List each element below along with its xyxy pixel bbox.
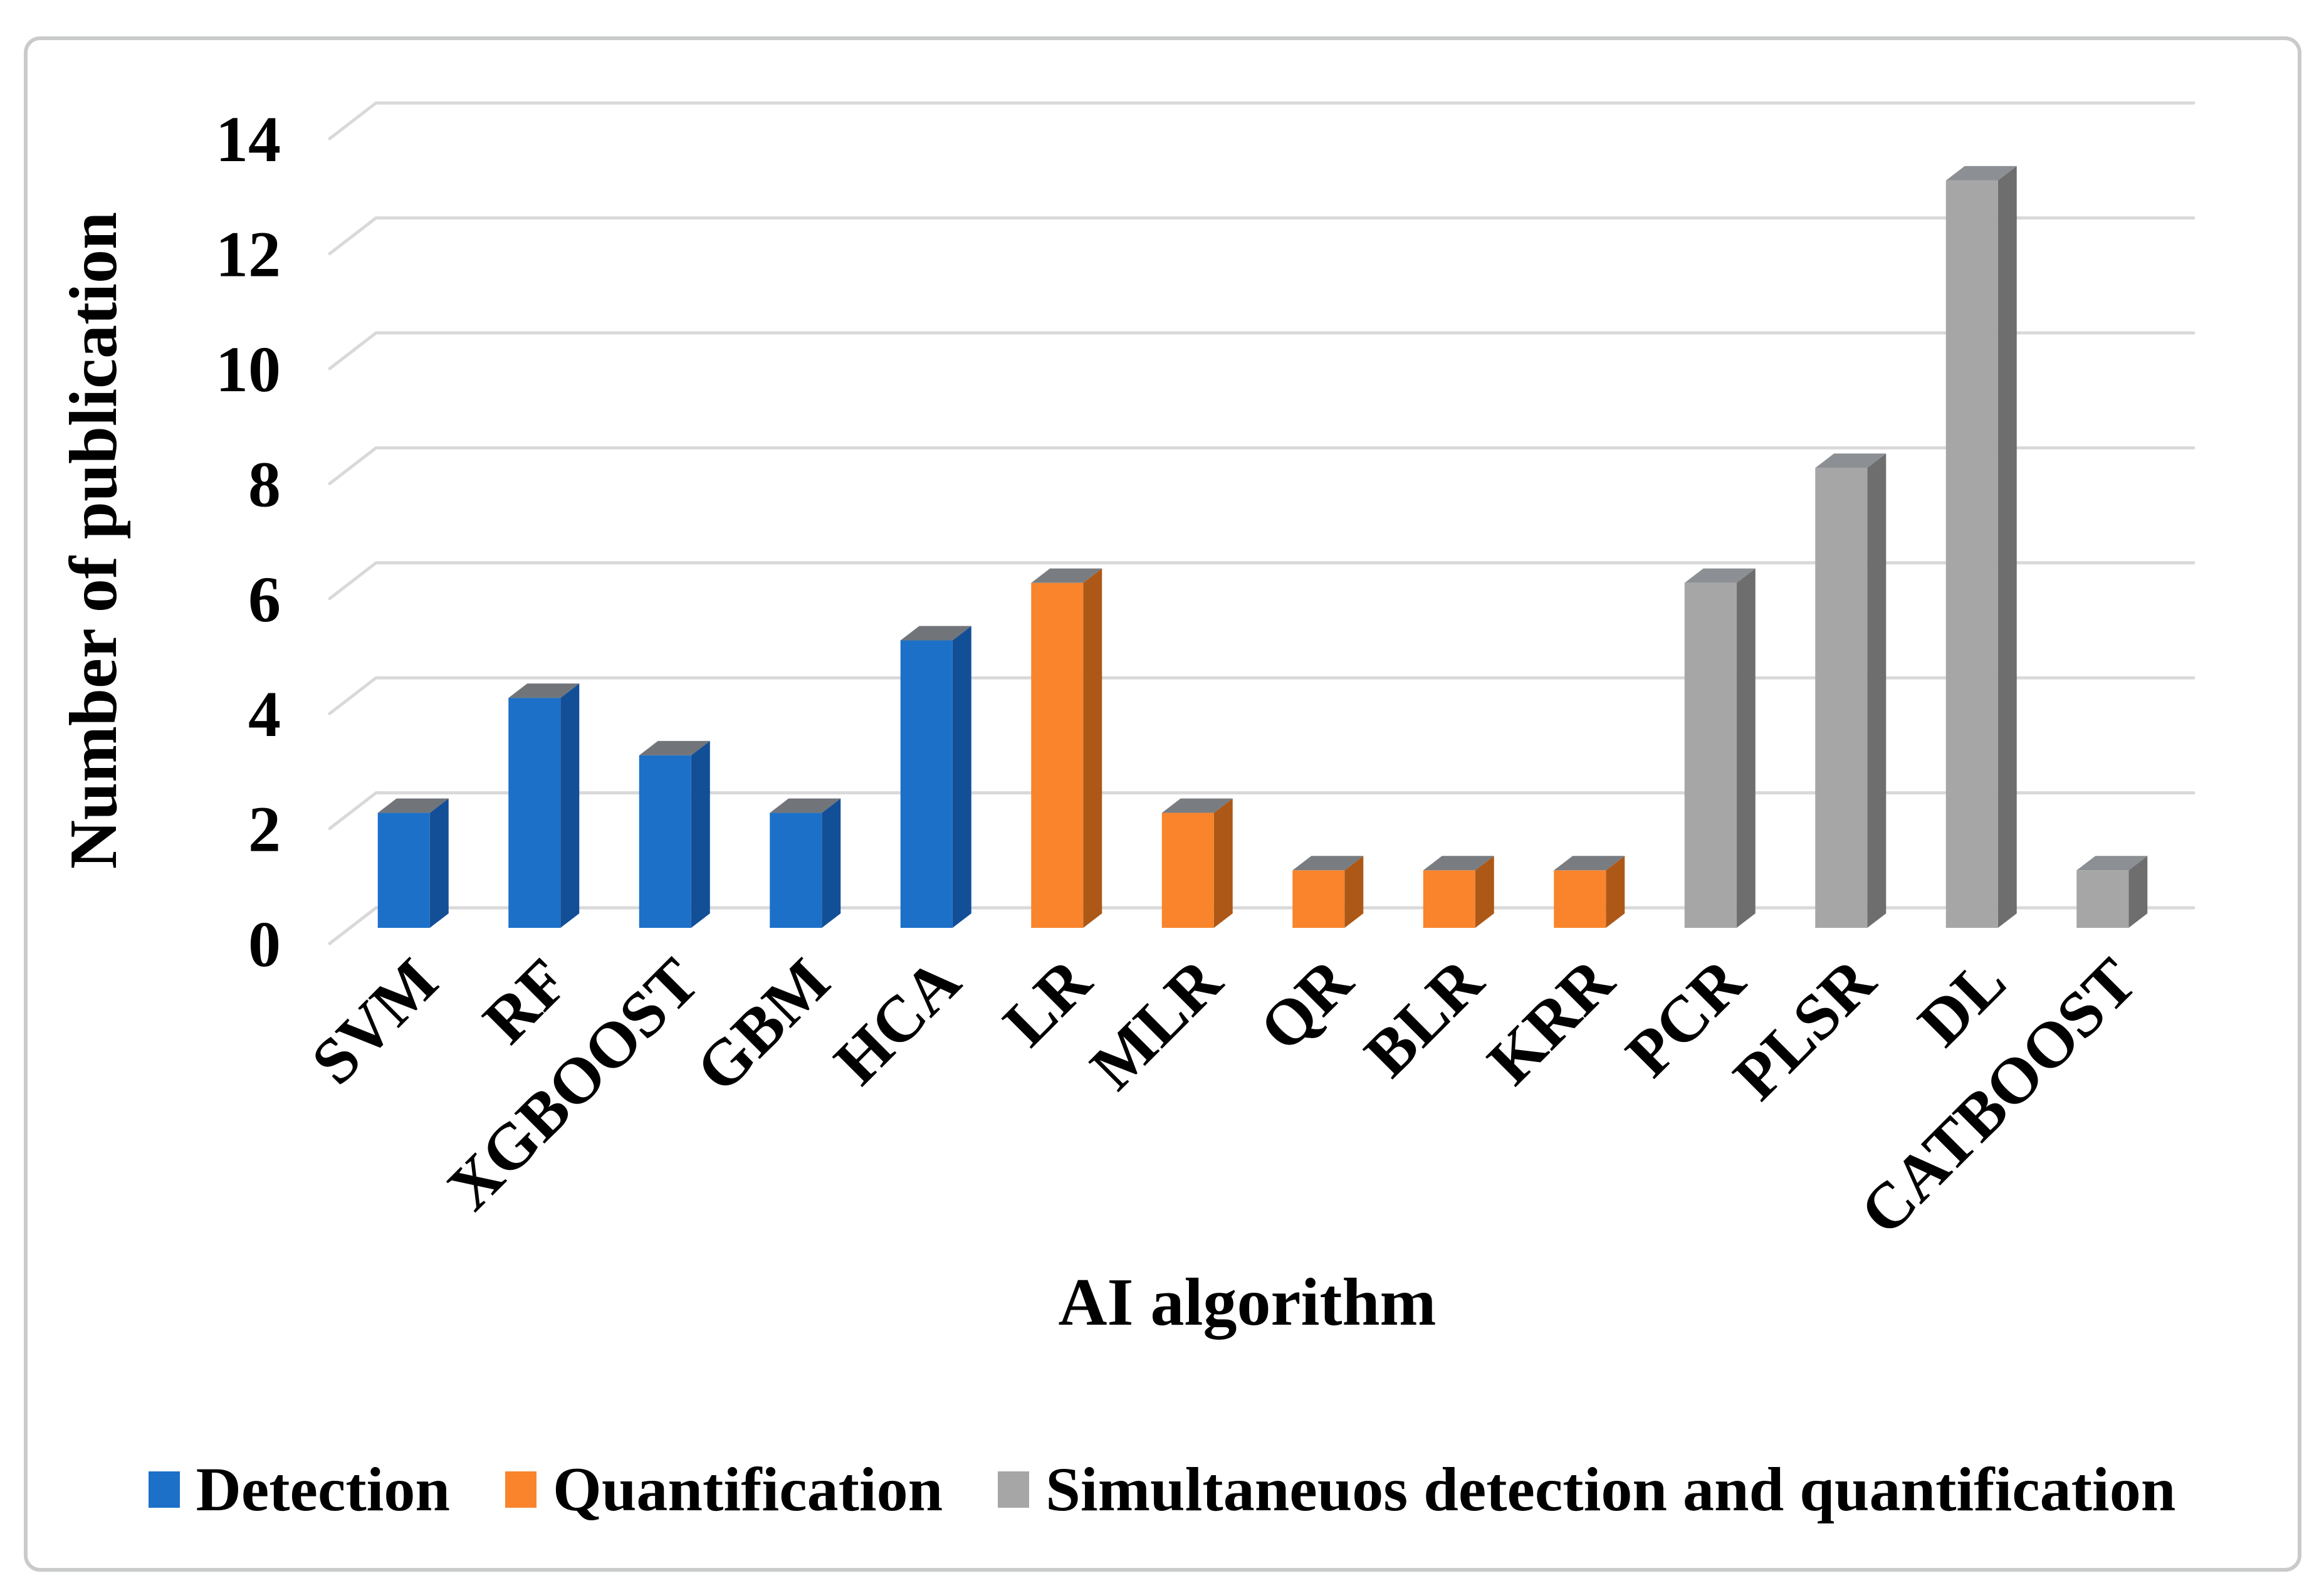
bar-top-face: [1945, 166, 2017, 181]
legend: Detection Quantification Simultaneuos de…: [38, 1453, 2286, 1525]
bar-top-face: [377, 798, 449, 813]
gridline: [328, 331, 2196, 371]
category-label: BLR: [1351, 944, 1497, 1091]
bar-top-face: [508, 683, 580, 698]
y-tick-label: 12: [216, 219, 281, 291]
legend-swatch-simultaneous: [998, 1471, 1030, 1508]
category-label: QR: [1246, 944, 1367, 1065]
bar-side-face: [1606, 856, 1625, 928]
bar-top-face: [1684, 568, 1756, 583]
legend-item-simultaneous: Simultaneuos detection and quantificatio…: [998, 1453, 2175, 1525]
legend-swatch-quantification: [505, 1471, 537, 1508]
bar-top-face: [639, 740, 710, 755]
bar: [1554, 870, 1606, 928]
bar: [1423, 870, 1475, 928]
bar-top-face: [1292, 856, 1364, 871]
bar: [1684, 582, 1737, 928]
bar-side-face: [952, 626, 971, 928]
bar-side-face: [691, 740, 710, 928]
bar: [508, 698, 561, 928]
bar: [770, 812, 822, 928]
gridline: [328, 216, 2196, 256]
legend-swatch-detection: [148, 1471, 180, 1508]
gridline: [328, 561, 2196, 601]
bar-top-face: [1031, 568, 1102, 583]
legend-item-detection: Detection: [148, 1453, 451, 1525]
legend-label-quantification: Quantification: [553, 1454, 943, 1524]
legend-label-simultaneous: Simultaneuos detection and quantificatio…: [1045, 1454, 2176, 1524]
y-tick-label: 2: [248, 794, 281, 866]
bar: [1161, 812, 1214, 928]
y-tick-label: 4: [248, 678, 281, 750]
bar: [377, 812, 430, 928]
y-tick-label: 8: [248, 448, 281, 520]
gridline: [328, 446, 2196, 485]
bar: [900, 640, 953, 928]
bar: [2076, 870, 2129, 928]
bar-top-face: [2076, 856, 2148, 871]
bar-top-face: [1554, 856, 1625, 871]
category-label: GBM: [683, 945, 844, 1106]
gridline: [328, 791, 2196, 831]
category-label: KRR: [1474, 944, 1628, 1098]
bar-side-face: [1344, 856, 1364, 928]
bar-top-face: [770, 798, 841, 813]
category-label: HCA: [820, 945, 974, 1098]
bar-side-face: [429, 798, 449, 928]
category-label: RF: [469, 945, 582, 1057]
y-tick-label: 6: [248, 564, 281, 636]
category-label: PLSR: [1720, 944, 1890, 1114]
bar-side-face: [822, 798, 841, 928]
y-tick-label: 0: [248, 908, 281, 981]
bar-side-face: [1736, 568, 1756, 928]
bar-side-face: [560, 683, 580, 928]
bar: [1031, 582, 1084, 928]
bar-top-face: [1423, 856, 1494, 871]
category-label: SVM: [298, 945, 451, 1098]
bar: [1815, 468, 1868, 928]
legend-item-quantification: Quantification: [505, 1453, 943, 1525]
bar-side-face: [1083, 568, 1102, 928]
bar-side-face: [1867, 453, 1887, 928]
y-tick-label: 10: [216, 334, 281, 406]
bar: [1292, 870, 1345, 928]
bar: [639, 755, 691, 928]
bar-top-face: [1815, 453, 1887, 468]
bar: [1945, 180, 1998, 928]
bar-side-face: [1475, 856, 1494, 928]
gridline: [328, 906, 2196, 945]
bar-top-face: [1161, 798, 1233, 813]
gridline: [328, 676, 2196, 715]
bar-side-face: [1213, 798, 1233, 928]
category-label: MLR: [1077, 944, 1236, 1103]
y-tick-label: 14: [216, 103, 281, 176]
gridline: [328, 101, 2196, 140]
x-axis-title: AI algorithm: [1058, 1265, 1437, 1340]
y-axis-title: Number of publication: [56, 211, 131, 870]
bar-side-face: [1997, 166, 2017, 928]
bar-side-face: [2128, 856, 2148, 928]
category-label: XGBOOST: [434, 945, 713, 1224]
legend-label-detection: Detection: [196, 1454, 451, 1524]
bar-top-face: [900, 626, 971, 641]
